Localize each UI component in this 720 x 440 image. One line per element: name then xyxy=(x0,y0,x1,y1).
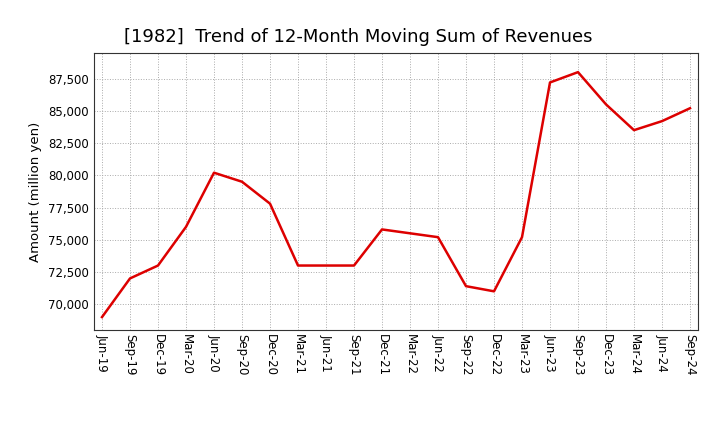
Text: [1982]  Trend of 12-Month Moving Sum of Revenues: [1982] Trend of 12-Month Moving Sum of R… xyxy=(124,28,593,46)
Y-axis label: Amount (million yen): Amount (million yen) xyxy=(30,121,42,261)
